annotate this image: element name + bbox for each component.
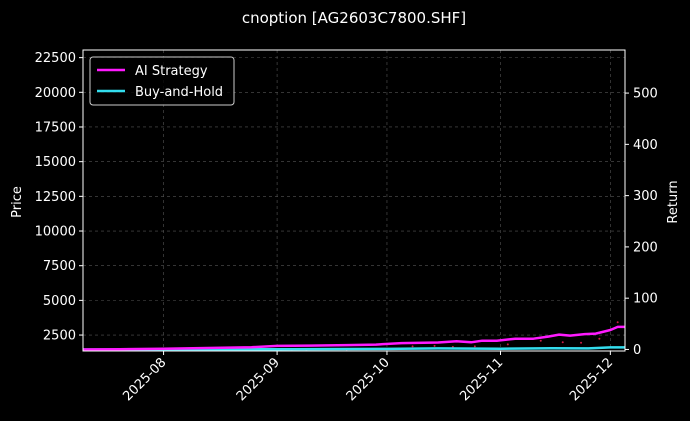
- right-axis-tick-label: 400: [633, 138, 658, 153]
- right-axis-title: Return: [666, 180, 681, 223]
- right-axis-tick-label: 500: [633, 87, 658, 102]
- trade-marker-point: [598, 337, 601, 340]
- left-axis-tick-label: 15000: [35, 155, 76, 170]
- plot-frame: [82, 49, 626, 352]
- trade-marker-point: [580, 341, 583, 344]
- right-axis-tick-label: 100: [633, 292, 658, 307]
- series-line-buy-and-hold: [83, 346, 625, 351]
- left-axis-tick-label: 7500: [43, 259, 76, 274]
- right-axis-tick-label: 0: [633, 343, 641, 358]
- left-axis-tick-label: 17500: [35, 120, 76, 135]
- left-axis-tick-label: 12500: [35, 190, 76, 205]
- legend-box: [89, 56, 235, 106]
- chart-title: cnoption [AG2603C7800.SHF]: [242, 9, 466, 27]
- left-axis-tick-label: 20000: [35, 86, 76, 101]
- legend: AI Strategy Buy-and-Hold: [89, 56, 235, 106]
- right-axis-tick-label: 300: [633, 189, 658, 204]
- trade-marker-point: [433, 344, 436, 347]
- left-axis-title: Price: [10, 186, 25, 218]
- legend-label-ai-strategy: AI Strategy: [135, 64, 208, 79]
- trade-marker-point: [539, 339, 542, 342]
- left-axis-tick-label: 10000: [35, 225, 76, 240]
- trade-marker-point: [411, 345, 414, 348]
- trade-marker-point: [616, 321, 619, 324]
- trade-marker-point: [473, 345, 476, 348]
- left-axis-tick-label: 22500: [35, 51, 76, 66]
- trade-marker-point: [561, 341, 564, 344]
- left-axis-tick-label: 2500: [43, 329, 76, 344]
- right-axis-tick-label: 200: [633, 240, 658, 255]
- legend-label-buy-and-hold: Buy-and-Hold: [135, 85, 223, 100]
- left-axis-tick-label: 5000: [43, 294, 76, 309]
- series-line-ai-strategy: [82, 325, 625, 351]
- trade-marker-point: [506, 343, 509, 346]
